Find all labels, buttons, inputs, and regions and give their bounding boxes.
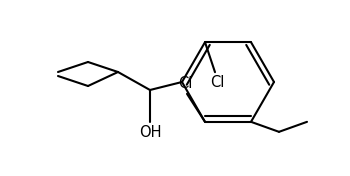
Text: Cl: Cl	[178, 76, 192, 91]
Text: Cl: Cl	[210, 75, 224, 90]
Text: OH: OH	[139, 125, 161, 140]
